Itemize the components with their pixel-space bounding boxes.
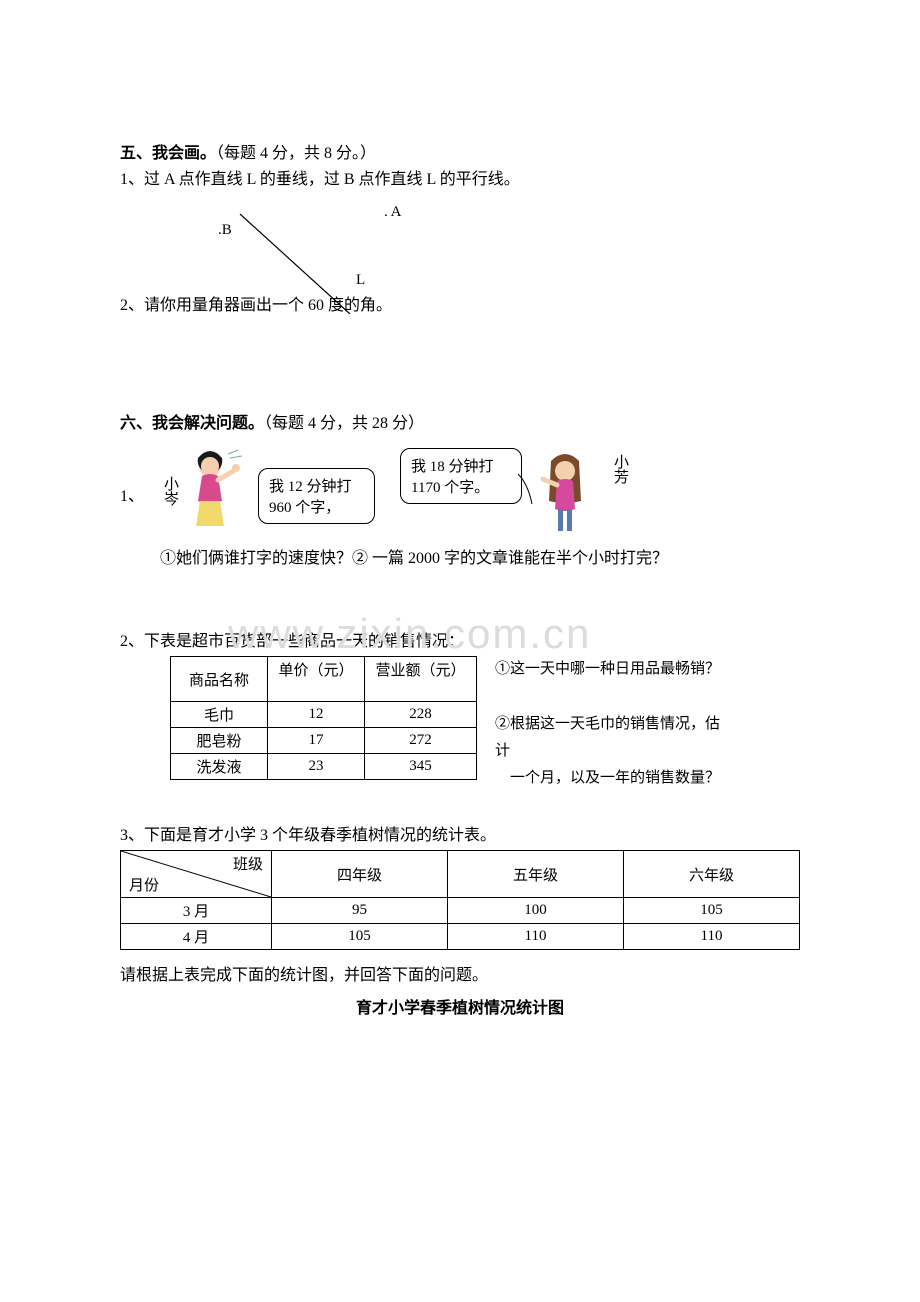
q2-r2c1: 23 (268, 754, 365, 780)
q2-row: 商品名称 单价（元） 营业额（元） 毛巾 12 228 肥皂粉 17 272 洗… (170, 656, 800, 792)
q1-question: ①她们俩谁打字的速度快？② 一篇 2000 字的文章谁能在半个小时打完？ (160, 547, 800, 571)
q2-r2c2: 345 (365, 754, 477, 780)
page: 五、我会画。（每题 4 分，共 8 分。） 1、过 A 点作直线 L 的垂线，过… (0, 0, 920, 1078)
table-row: 4 月 105 110 110 (121, 924, 800, 950)
q2-right2a: ②根据这一天毛巾的销售情况，估 (495, 711, 720, 738)
bubble-pointer-icon (518, 464, 536, 514)
q3-r1c1: 110 (448, 924, 624, 950)
line-l-svg (120, 194, 520, 314)
q2-r0c0: 毛巾 (171, 702, 268, 728)
spacer-4 (120, 950, 800, 962)
section6-title: 六、我会解决问题。 (120, 415, 264, 432)
q1-number: 1、 (120, 482, 150, 506)
q3-r1-label: 4 月 (121, 924, 272, 950)
q1-left-group: 小岑 我 12 分钟打 960 个字， (150, 446, 360, 541)
chart-title: 育才小学春季植树情况统计图 (120, 994, 800, 1018)
bubble-right: 我 18 分钟打 1170 个字。 (400, 448, 522, 504)
table-row: 班级 月份 四年级 五年级 六年级 (121, 851, 800, 898)
girl-left-icon (180, 446, 250, 536)
girl-right-icon (535, 451, 605, 541)
table-row: 洗发液 23 345 (171, 754, 477, 780)
bubble-left-l1: 我 12 分钟打 (269, 475, 364, 496)
table-row: 3 月 95 100 105 (121, 898, 800, 924)
q2-th-1: 单价（元） (268, 657, 365, 702)
q2-intro: 2、下表是超市百货部一些商品一天的销售情况： (120, 630, 800, 654)
q3-r0c2: 105 (624, 898, 800, 924)
bubble-left: 我 12 分钟打 960 个字， (258, 468, 375, 524)
table-row: 毛巾 12 228 (171, 702, 477, 728)
diag-bottom: 月份 (129, 874, 159, 895)
geometry-diagram: .B . A L (120, 194, 800, 314)
q3-col1: 五年级 (448, 851, 624, 898)
diag-top: 班级 (233, 853, 263, 874)
spacer-3 (120, 792, 800, 822)
q3-col0: 四年级 (272, 851, 448, 898)
q2-r1c1: 17 (268, 728, 365, 754)
bubble-left-l2: 960 个字， (269, 496, 364, 517)
q1-row: 1、 小岑 我 12 分钟打 960 个字， 我 (120, 446, 800, 541)
table-row: 商品名称 单价（元） 营业额（元） (171, 657, 477, 702)
q3-intro: 3、下面是育才小学 3 个年级春季植树情况的统计表。 (120, 824, 800, 848)
q2-table: 商品名称 单价（元） 营业额（元） 毛巾 12 228 肥皂粉 17 272 洗… (170, 656, 477, 780)
name-right: 小芳 (610, 454, 631, 484)
q3-r0c1: 100 (448, 898, 624, 924)
q3-instruction: 请根据上表完成下面的统计图，并回答下面的问题。 (120, 964, 800, 988)
section5-title: 五、我会画。 (120, 145, 216, 162)
name-left: 小岑 (160, 476, 181, 506)
bubble-right-l2: 1170 个字。 (411, 476, 511, 497)
q2-r0c1: 12 (268, 702, 365, 728)
section6-header: 六、我会解决问题。（每题 4 分，共 28 分） (120, 412, 800, 436)
spacer-1 (120, 320, 800, 410)
q2-r0c2: 228 (365, 702, 477, 728)
q2-th-2: 营业额（元） (365, 657, 477, 702)
q2-right1: ①这一天中哪一种日用品最畅销？ (495, 656, 720, 683)
q2-right-text: ①这一天中哪一种日用品最畅销？ ②根据这一天毛巾的销售情况，估 计 一个月，以及… (495, 656, 720, 792)
section6-points: （每题 4 分，共 28 分） (264, 415, 424, 432)
section5-points: （每题 4 分，共 8 分。） (216, 145, 376, 162)
q3-r1c0: 105 (272, 924, 448, 950)
q2-r1c0: 肥皂粉 (171, 728, 268, 754)
line-l-label: L (356, 272, 365, 289)
point-b-label: .B (218, 222, 232, 239)
q3-r0-label: 3 月 (121, 898, 272, 924)
q2-r1c2: 272 (365, 728, 477, 754)
q3-col2: 六年级 (624, 851, 800, 898)
spacer-2 (120, 573, 800, 628)
q3-r0c0: 95 (272, 898, 448, 924)
bubble-right-l1: 我 18 分钟打 (411, 455, 511, 476)
table-row: 肥皂粉 17 272 (171, 728, 477, 754)
q2-r2c0: 洗发液 (171, 754, 268, 780)
q3-r1c2: 110 (624, 924, 800, 950)
q2-right2c: 一个月，以及一年的销售数量？ (495, 765, 720, 792)
section5-header: 五、我会画。（每题 4 分，共 8 分。） (120, 142, 800, 166)
section5-q1: 1、过 A 点作直线 L 的垂线，过 B 点作直线 L 的平行线。 (120, 168, 800, 192)
q1-right-group: 我 18 分钟打 1170 个字。 小芳 (400, 446, 660, 541)
q2-th-0: 商品名称 (171, 657, 268, 702)
point-a-label: . A (384, 204, 402, 221)
q3-table: 班级 月份 四年级 五年级 六年级 3 月 95 100 105 4 月 105… (120, 850, 800, 950)
q3-diag-cell: 班级 月份 (121, 851, 272, 898)
q2-right2b: 计 (495, 738, 720, 765)
